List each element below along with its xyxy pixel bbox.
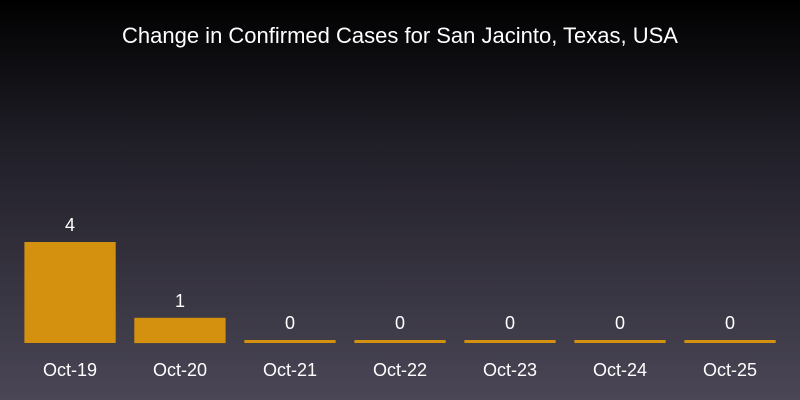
x-tick-label-oct-23: Oct-23 [483, 360, 537, 380]
bar-oct-22 [354, 340, 446, 343]
x-tick-label-oct-22: Oct-22 [373, 360, 427, 380]
bar-oct-24 [574, 340, 666, 343]
value-label-oct-21: 0 [285, 313, 295, 333]
x-tick-label-oct-20: Oct-20 [153, 360, 207, 380]
x-tick-labels-group: Oct-19 Oct-20 Oct-21 Oct-22 Oct-23 Oct-24 Oct-… [43, 360, 757, 380]
value-label-oct-19: 4 [65, 215, 75, 235]
x-tick-label-oct-21: Oct-21 [263, 360, 317, 380]
value-label-oct-24: 0 [615, 313, 625, 333]
value-label-oct-23: 0 [505, 313, 515, 333]
bar-oct-20 [134, 317, 226, 344]
bar-oct-21 [244, 340, 336, 343]
bars-group [24, 242, 776, 344]
value-label-oct-25: 0 [725, 313, 735, 333]
value-label-oct-22: 0 [395, 313, 405, 333]
bar-oct-19 [24, 242, 116, 343]
x-tick-label-oct-24: Oct-24 [593, 360, 647, 380]
x-tick-label-oct-19: Oct-19 [43, 360, 97, 380]
bar-oct-23 [464, 340, 556, 343]
x-tick-label-oct-25: Oct-25 [703, 360, 757, 380]
value-label-oct-20: 1 [175, 291, 185, 311]
chart-title: Change in Confirmed Cases for San Jacint… [122, 23, 678, 48]
bar-oct-25 [684, 340, 776, 343]
value-labels-group: 4 1 0 0 0 0 0 [65, 215, 735, 333]
